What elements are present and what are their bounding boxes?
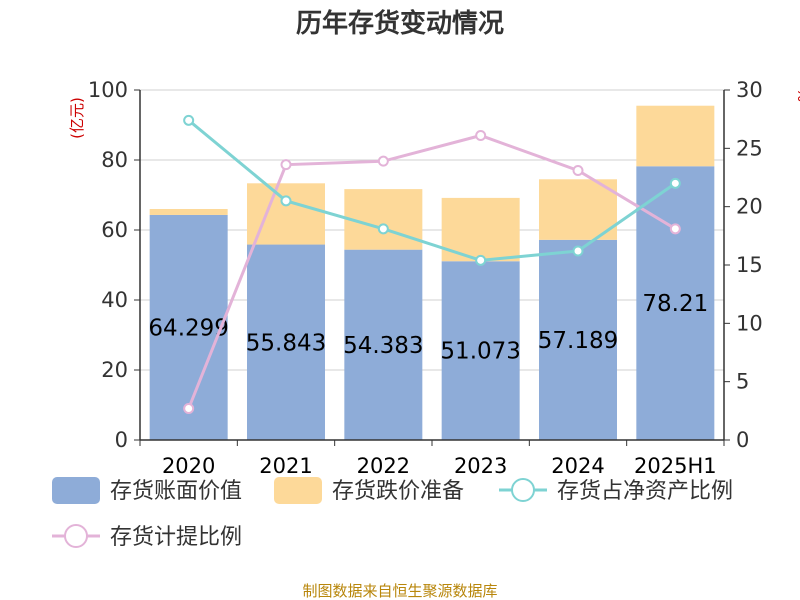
bar-book-value [344, 249, 423, 440]
legend-label: 存货占净资产比例 [557, 479, 733, 504]
bar-provision [149, 209, 228, 215]
legend-label: 存货计提比例 [110, 525, 242, 550]
left-axis-tick-label: 80 [101, 148, 128, 172]
point-net-asset-ratio [183, 114, 195, 126]
bar-book-value [539, 239, 617, 440]
legend-marker [511, 478, 535, 502]
point-provision-ratio [280, 159, 292, 171]
bar-provision [636, 105, 715, 167]
left-axis-unit: (亿元) [68, 97, 86, 139]
bar-book-value [247, 244, 325, 440]
line-net-asset-ratio [187, 119, 677, 262]
x-axis-tick-label: 2021 [259, 454, 312, 478]
left-axis-tick-label: 60 [101, 218, 128, 242]
bar-data-label: 78.21 [642, 291, 708, 317]
bar-book-value [149, 214, 228, 440]
point-provision-ratio [377, 155, 389, 167]
legend-label: 存货跌价准备 [332, 479, 464, 504]
x-axis-tick-label: 2020 [162, 454, 215, 478]
x-axis-tick-label: 2024 [551, 454, 604, 478]
bar-data-label: 54.383 [343, 333, 423, 359]
left-axis-tick-label: 40 [101, 288, 128, 312]
right-axis-tick-label: 25 [736, 136, 763, 160]
right-axis-unit: % [794, 88, 800, 102]
bar-data-label: 57.189 [538, 328, 618, 354]
source-note: 制图数据来自恒生聚源数据库 [302, 582, 497, 600]
bar-provision [344, 189, 423, 250]
right-axis-tick-label: 30 [736, 78, 763, 102]
left-axis-tick-label: 100 [88, 78, 128, 102]
bar-provision [539, 179, 617, 240]
bar-data-label: 51.073 [440, 339, 520, 365]
line-provision-ratio [187, 133, 677, 410]
bar-labels-layer: 64.299 55.843 54.383 51.073 57.189 78.21 [148, 291, 708, 364]
bar-provision [247, 183, 325, 245]
point-net-asset-ratio [280, 195, 292, 207]
bar-book-value [441, 261, 520, 440]
point-provision-ratio [572, 165, 584, 176]
x-axis-tick-label: 2023 [454, 454, 507, 478]
point-net-asset-ratio [669, 177, 681, 189]
axes: 0 20 40 60 80 100 0 5 10 15 20 25 30 2020 2021 2022 2023… [88, 78, 763, 478]
bars-layer [149, 105, 715, 440]
legend-label: 存货账面价值 [110, 479, 242, 504]
x-axis-tick-label: 2025H1 [634, 454, 717, 478]
left-axis-tick-label: 0 [115, 428, 128, 452]
legend-swatch [52, 477, 100, 504]
chart-title: 历年存货变动情况 [296, 8, 504, 39]
point-net-asset-ratio [572, 245, 584, 257]
right-axis-tick-label: 20 [736, 195, 763, 219]
point-provision-ratio [669, 223, 681, 235]
bar-data-label: 55.843 [246, 330, 326, 356]
bar-data-label: 64.299 [148, 315, 228, 341]
legend-marker [64, 524, 88, 548]
x-axis-tick-label: 2022 [357, 454, 410, 478]
point-provision-ratio [183, 403, 195, 414]
point-provision-ratio [475, 130, 487, 141]
point-net-asset-ratio [475, 254, 487, 266]
point-net-asset-ratio [377, 223, 389, 235]
lines-layer [183, 114, 681, 414]
right-axis-tick-label: 10 [736, 311, 763, 335]
right-axis-tick-label: 15 [736, 253, 763, 277]
left-axis-tick-label: 20 [101, 358, 128, 382]
legend-swatch [274, 477, 322, 504]
right-axis-tick-label: 0 [736, 428, 749, 452]
right-axis-tick-label: 5 [736, 370, 749, 394]
